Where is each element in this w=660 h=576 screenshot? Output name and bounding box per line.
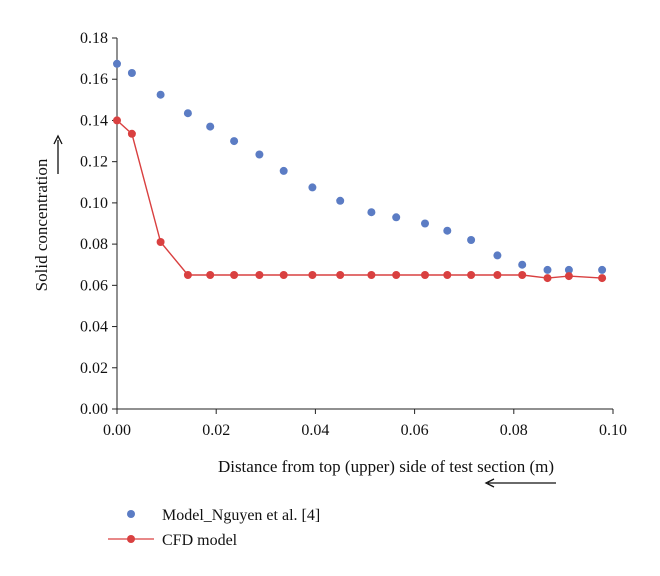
data-point-series-0	[336, 196, 345, 205]
y-axis-title: Solid concentration	[32, 158, 51, 291]
x-tick-label: 0.00	[103, 422, 131, 439]
data-point-series-1	[336, 271, 345, 279]
y-tick-label: 0.16	[80, 71, 108, 88]
legend-item-cfd: CFD model	[108, 532, 238, 549]
data-point-series-0	[598, 265, 607, 274]
y-tick-label: 0.18	[80, 30, 108, 47]
data-point-series-0	[392, 213, 401, 222]
data-point-series-1	[421, 271, 429, 279]
data-point-series-0	[127, 69, 136, 77]
legend-label-nguyen: Model_Nguyen et al. [4]	[162, 507, 320, 524]
data-point-series-1	[308, 271, 317, 279]
data-point-series-1	[255, 271, 264, 279]
data-point-series-0	[421, 219, 429, 228]
y-tick-label: 0.10	[80, 195, 108, 212]
data-point-series-1	[443, 271, 452, 279]
data-point-series-1	[467, 271, 476, 279]
data-point-series-1	[230, 271, 239, 279]
axes	[116, 38, 613, 410]
y-tick-label: 0.08	[80, 236, 108, 253]
data-point-series-0	[467, 236, 476, 244]
y-tick-label: 0.06	[80, 277, 108, 294]
data-point-series-0	[564, 265, 573, 274]
legend-marker-cfd	[127, 535, 135, 543]
data-point-series-0	[255, 150, 264, 159]
y-direction-arrow-icon	[53, 134, 63, 174]
x-tick-label: 0.06	[401, 422, 429, 439]
data-point-series-1	[493, 271, 502, 279]
x-ticks: 0.00 0.02 0.04 0.06 0.08 0.10	[103, 409, 627, 439]
data-point-series-1	[564, 272, 573, 281]
data-point-series-0	[543, 265, 552, 274]
data-point-series-1	[598, 274, 607, 283]
x-tick-label: 0.10	[599, 422, 627, 439]
y-tick-label: 0.02	[80, 360, 108, 377]
y-tick-label: 0.04	[80, 319, 108, 336]
data-point-series-0	[493, 251, 502, 260]
legend-label-cfd: CFD model	[162, 532, 238, 549]
data-point-series-1	[127, 129, 136, 138]
data-point-series-1	[518, 271, 527, 279]
legend-item-nguyen: Model_Nguyen et al. [4]	[127, 507, 320, 524]
data-point-series-0	[156, 90, 165, 99]
data-point-series-0	[113, 59, 121, 68]
x-axis-title: Distance from top (upper) side of test s…	[218, 457, 554, 476]
y-tick-label: 0.12	[80, 154, 108, 171]
data-point-series-0	[183, 109, 192, 118]
data-point-series-1	[156, 238, 165, 246]
legend: Model_Nguyen et al. [4] CFD model	[108, 507, 320, 549]
data-point-series-0	[206, 122, 215, 131]
data-point-series-1	[279, 271, 288, 279]
data-point-series-0	[443, 226, 452, 235]
data-point-series-0	[518, 260, 527, 269]
legend-marker-nguyen	[127, 510, 135, 518]
x-tick-label: 0.02	[202, 422, 230, 439]
x-direction-arrow-icon	[484, 478, 556, 488]
data-point-series-0	[308, 183, 317, 192]
x-tick-label: 0.08	[500, 422, 528, 439]
y-tick-label: 0.14	[80, 112, 108, 129]
data-point-series-1	[543, 274, 552, 283]
series-line-1	[116, 119, 603, 279]
data-point-series-1	[206, 271, 215, 279]
data-point-series-0	[230, 137, 239, 146]
x-tick-label: 0.04	[301, 422, 329, 439]
data-point-series-1	[392, 271, 401, 279]
plot-area	[113, 59, 607, 283]
data-point-series-0	[367, 208, 376, 217]
data-point-series-1	[113, 116, 121, 125]
data-point-series-0	[279, 166, 288, 175]
y-tick-label: 0.00	[80, 401, 108, 418]
data-point-series-1	[367, 271, 376, 279]
data-point-series-1	[183, 271, 192, 279]
y-ticks: 0.00 0.02 0.04 0.06 0.08 0.10 0.12 0.14 0.16 0.18	[80, 30, 117, 418]
